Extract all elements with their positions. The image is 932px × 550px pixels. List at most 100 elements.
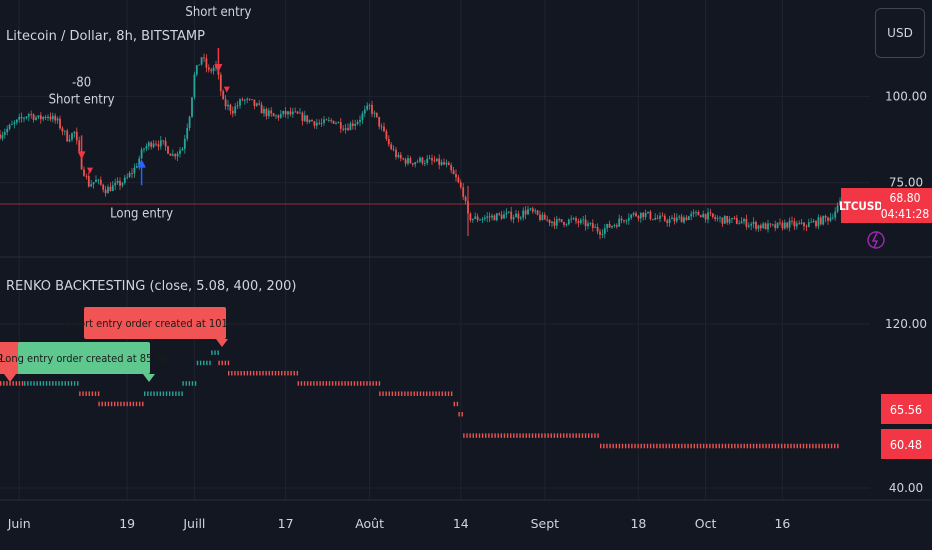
candle-body [536,210,539,215]
candle-body [30,114,33,116]
candle-body [651,219,654,220]
time-axis[interactable]: Juin 19 Juill 17 Août 14 Sept 18 Oct 16 [7,516,791,531]
candle-body [433,160,436,162]
short-arrow-icon [77,151,86,160]
candle-body [366,105,369,110]
candle-body [313,121,316,126]
candle-body [411,163,414,165]
renko-brick [513,433,515,438]
candle-body [145,146,148,149]
candle-body [690,213,693,217]
candle-body [66,130,69,142]
candle-body [303,115,306,121]
renko-badge-lower-bg [881,429,932,459]
renko-brick [206,360,208,366]
renko-brick [563,433,565,438]
renko-brick [132,401,135,407]
renko-brick [456,401,459,407]
candle-body [359,119,361,123]
candle-body [83,169,85,176]
currency-button[interactable]: USD [875,8,925,58]
renko-brick [812,443,814,449]
renko-brick [168,391,171,396]
candle-body [534,210,537,212]
candle-body [311,120,313,122]
candle-body [284,110,287,115]
candle-body [531,208,534,212]
renko-brick [234,370,236,376]
renko-brick [478,433,481,438]
candle-body [711,213,714,217]
renko-brick [724,443,727,449]
renko-brick [237,370,239,376]
candle-body [637,216,640,219]
renko-brick [600,443,602,449]
candle-body [827,217,829,221]
renko-brick [494,433,496,438]
renko-brick [85,391,87,396]
candle-body [714,216,717,220]
renko-brick [313,381,315,386]
candle-body [330,120,333,121]
renko-level-badges: 65.56 60.48 [881,394,932,459]
renko-brick [36,381,38,386]
candle-body [639,212,642,219]
candle-body [834,211,837,218]
time-tick-label: 14 [453,516,469,531]
candle-body [97,179,100,181]
renko-brick [110,401,113,407]
candle-body [407,158,409,164]
renko-brick [281,370,283,376]
candle-body [414,162,417,165]
candle-body [613,225,616,226]
candle-body [673,217,676,222]
price-axis[interactable]: 75.00 100.00 [885,89,927,189]
renko-brick [82,391,84,396]
renko-brick [15,381,17,386]
candle-body [241,99,244,101]
renko-brick [597,433,599,438]
candle-body [575,218,577,222]
renko-brick [746,443,749,449]
candle-body [248,98,251,100]
candle-body [788,220,791,228]
candle-body [15,119,18,123]
candle-body [793,221,796,227]
renko-brick [780,443,783,449]
candle-body [735,218,738,224]
renko-brick [353,381,356,386]
renko-brick [759,443,761,449]
candle-body [181,148,184,151]
candle-body [805,226,808,228]
time-tick-label: Août [355,516,384,531]
renko-brick [547,433,549,438]
candle-body [78,140,81,152]
candle-body [582,219,585,221]
renko-brick [191,381,194,386]
renko-brick [693,443,695,449]
candle-body [740,221,743,224]
candle-body [80,151,83,170]
candle-body [440,162,443,165]
renko-brick [790,443,792,449]
candle-body [750,223,753,226]
candle-body [563,221,565,225]
renko-brick [322,381,324,386]
renko-brick [70,381,73,386]
renko-brick [575,433,577,438]
candle-body [803,222,805,227]
indicator-axis[interactable]: 40.00 120.00 [885,317,927,495]
candle-body [721,217,724,224]
candle-body [121,183,124,186]
renko-brick [296,370,299,376]
renko-brick [678,443,680,449]
candle-body [699,215,702,218]
renko-brick [199,360,202,366]
candle-body [335,123,337,124]
renko-brick [516,433,518,438]
candle-body [443,162,445,165]
renko-brick [325,381,328,386]
renko-brick [310,381,312,386]
